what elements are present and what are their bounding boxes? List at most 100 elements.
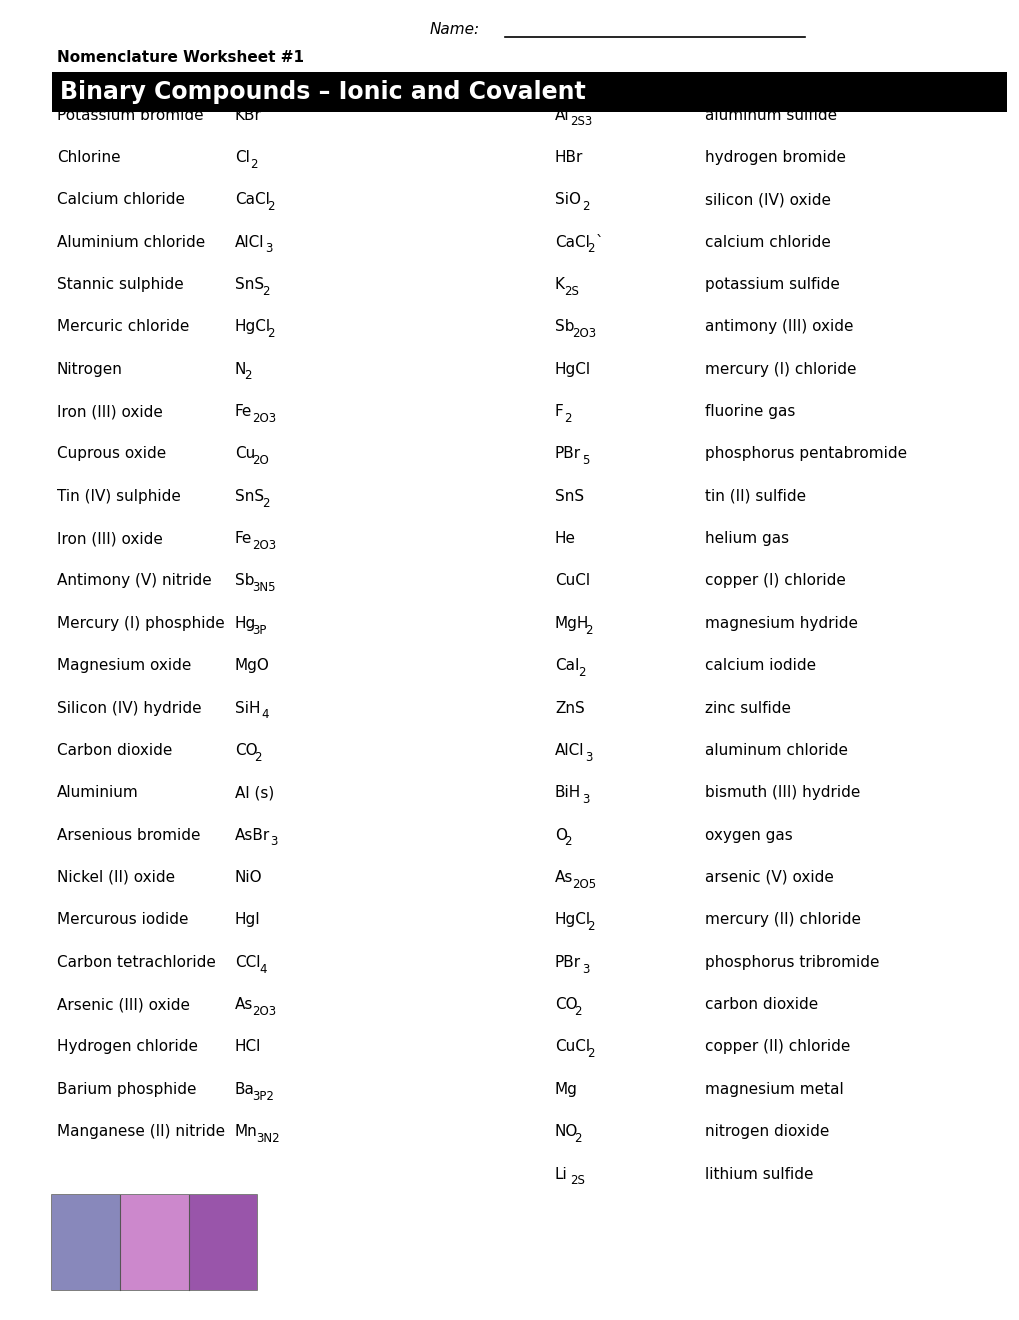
Text: 4: 4	[262, 709, 269, 721]
Text: silicon (IV) oxide: silicon (IV) oxide	[704, 193, 830, 207]
Text: 3: 3	[265, 243, 272, 255]
Text: 2: 2	[564, 412, 572, 425]
Text: copper (II) chloride: copper (II) chloride	[704, 1039, 850, 1055]
Text: F: F	[554, 404, 564, 418]
Text: Mercuric chloride: Mercuric chloride	[57, 319, 190, 334]
Text: HgCl: HgCl	[554, 912, 591, 928]
Text: Mercurous iodide: Mercurous iodide	[57, 912, 189, 928]
Bar	[52, 1195, 257, 1290]
Text: CuCl: CuCl	[554, 1039, 590, 1055]
Text: MgH: MgH	[554, 616, 589, 631]
Text: bismuth (III) hydride: bismuth (III) hydride	[704, 785, 860, 800]
Text: SiO: SiO	[554, 193, 581, 207]
Text: 2: 2	[564, 836, 572, 849]
Text: hydrogen bromide: hydrogen bromide	[704, 150, 845, 165]
Text: As: As	[234, 997, 253, 1012]
Text: 2O3: 2O3	[253, 1005, 276, 1018]
Text: He: He	[554, 531, 576, 546]
Text: 2: 2	[262, 285, 269, 298]
Text: phosphorus tribromide: phosphorus tribromide	[704, 954, 878, 970]
Text: CaI: CaI	[554, 659, 579, 673]
Text: 3: 3	[582, 962, 589, 975]
Text: magnesium metal: magnesium metal	[704, 1082, 843, 1097]
Text: 3P2: 3P2	[253, 1089, 274, 1102]
Text: SiH: SiH	[234, 701, 260, 715]
Text: SnS: SnS	[234, 488, 264, 504]
Text: tin (II) sulfide: tin (II) sulfide	[704, 488, 805, 504]
Text: phosphorus pentabromide: phosphorus pentabromide	[704, 446, 906, 462]
Text: 2: 2	[581, 201, 589, 213]
Text: 3: 3	[270, 836, 277, 849]
Text: 3: 3	[585, 751, 592, 764]
Text: As: As	[554, 870, 573, 884]
Text: Fe: Fe	[234, 404, 252, 418]
Text: potassium sulfide: potassium sulfide	[704, 277, 839, 292]
Text: carbon dioxide: carbon dioxide	[704, 997, 817, 1012]
Text: CaCl: CaCl	[234, 193, 270, 207]
Text: Hydrogen chloride: Hydrogen chloride	[57, 1039, 198, 1055]
Text: Aluminium chloride: Aluminium chloride	[57, 235, 205, 249]
Text: Carbon dioxide: Carbon dioxide	[57, 743, 172, 758]
Text: K: K	[554, 277, 565, 292]
Text: 2S: 2S	[564, 285, 579, 298]
Text: Cu: Cu	[234, 446, 255, 462]
Text: Sb: Sb	[554, 319, 574, 334]
Text: 2: 2	[245, 370, 252, 383]
Text: fluorine gas: fluorine gas	[704, 404, 795, 418]
Text: calcium iodide: calcium iodide	[704, 659, 815, 673]
Text: Al: Al	[554, 107, 569, 123]
Text: CuCl: CuCl	[554, 573, 590, 589]
Text: Arsenic (III) oxide: Arsenic (III) oxide	[57, 997, 190, 1012]
Text: 2S3: 2S3	[570, 115, 592, 128]
Text: 3P: 3P	[253, 623, 267, 636]
Text: Arsenious bromide: Arsenious bromide	[57, 828, 201, 842]
Text: HBr: HBr	[554, 150, 583, 165]
Bar	[119, 1195, 190, 1290]
Text: Aluminium: Aluminium	[57, 785, 139, 800]
Text: 2: 2	[267, 327, 275, 341]
Text: Fe: Fe	[234, 531, 252, 546]
Text: Nomenclature Worksheet #1: Nomenclature Worksheet #1	[57, 50, 304, 66]
Text: Nickel (II) oxide: Nickel (II) oxide	[57, 870, 175, 884]
Text: 2O3: 2O3	[253, 539, 276, 552]
Bar	[52, 1195, 119, 1290]
Text: ZnS: ZnS	[554, 701, 584, 715]
Text: HCl: HCl	[234, 1039, 261, 1055]
Text: 2S: 2S	[570, 1175, 585, 1187]
Text: 2O3: 2O3	[572, 327, 596, 341]
Text: Hg: Hg	[234, 616, 256, 631]
Text: 2: 2	[574, 1133, 581, 1144]
Text: CO: CO	[554, 997, 577, 1012]
Text: Iron (III) oxide: Iron (III) oxide	[57, 531, 163, 546]
Text: copper (I) chloride: copper (I) chloride	[704, 573, 845, 589]
Text: NiO: NiO	[234, 870, 262, 884]
Text: BiH: BiH	[554, 785, 581, 800]
Text: Cl: Cl	[234, 150, 250, 165]
Text: Calcium chloride: Calcium chloride	[57, 193, 184, 207]
Text: Antimony (V) nitride: Antimony (V) nitride	[57, 573, 212, 589]
Text: SnS: SnS	[234, 277, 264, 292]
Text: 3N5: 3N5	[253, 581, 276, 594]
Text: Mercury (I) phosphide: Mercury (I) phosphide	[57, 616, 224, 631]
Text: calcium chloride: calcium chloride	[704, 235, 830, 249]
Text: aluminum sulfide: aluminum sulfide	[704, 107, 837, 123]
Text: Silicon (IV) hydride: Silicon (IV) hydride	[57, 701, 202, 715]
Text: 2: 2	[267, 201, 275, 213]
Text: antimony (III) oxide: antimony (III) oxide	[704, 319, 853, 334]
Text: `: `	[595, 235, 603, 249]
Text: 2: 2	[587, 243, 594, 255]
Text: Sb: Sb	[234, 573, 255, 589]
Text: KBr: KBr	[234, 107, 262, 123]
Text: Barium phosphide: Barium phosphide	[57, 1082, 197, 1097]
Text: Manganese (II) nitride: Manganese (II) nitride	[57, 1125, 225, 1139]
Text: aluminum chloride: aluminum chloride	[704, 743, 847, 758]
Text: lithium sulfide: lithium sulfide	[704, 1167, 813, 1181]
Text: AlCl: AlCl	[234, 235, 264, 249]
Text: 2: 2	[585, 623, 592, 636]
Text: Tin (IV) sulphide: Tin (IV) sulphide	[57, 488, 180, 504]
Text: SnS: SnS	[554, 488, 584, 504]
Text: 2O3: 2O3	[253, 412, 276, 425]
Text: Carbon tetrachloride: Carbon tetrachloride	[57, 954, 216, 970]
Text: 2: 2	[254, 751, 261, 764]
Text: 2: 2	[587, 920, 594, 933]
